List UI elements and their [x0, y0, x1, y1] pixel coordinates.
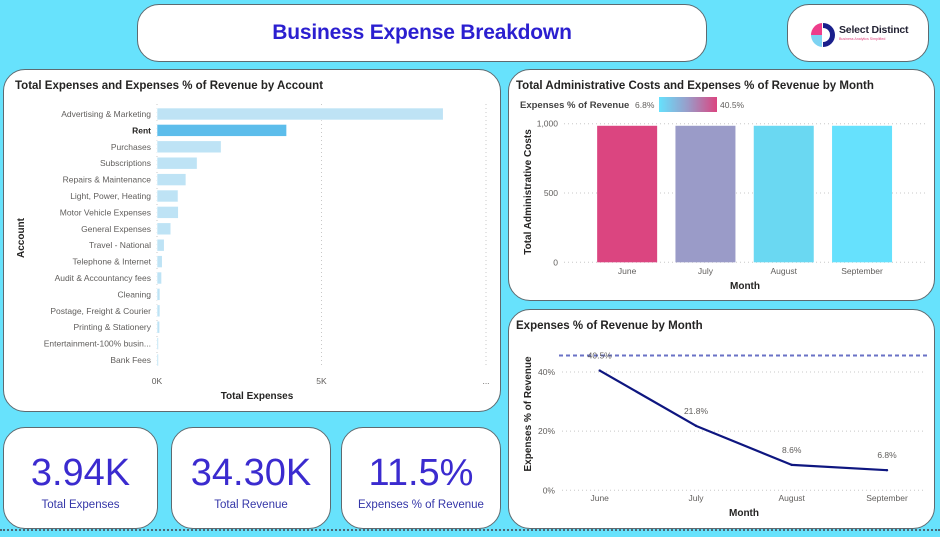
bar-august[interactable]: [753, 125, 814, 263]
bar-rent[interactable]: [156, 124, 287, 137]
category-label[interactable]: Subscriptions: [100, 158, 151, 168]
category-label[interactable]: General Expenses: [81, 224, 151, 234]
kpi-card-total-expenses[interactable]: 3.94K Total Expenses: [3, 427, 158, 529]
y-tick-label: 500: [544, 188, 558, 198]
category-label[interactable]: Telephone & Internet: [73, 257, 152, 267]
y-axis-title: Expenses % of Revenue: [523, 356, 534, 471]
chart-title: Expenses % of Revenue by Month: [516, 320, 703, 332]
bar-motor-vehicle-expenses[interactable]: [156, 206, 179, 219]
bar-telephone-internet[interactable]: [156, 255, 163, 268]
kpi-label: Expenses % of Revenue: [358, 499, 484, 511]
bar-printing-stationery[interactable]: [156, 320, 160, 334]
data-point[interactable]: [790, 463, 793, 467]
bar-cleaning[interactable]: [156, 288, 161, 301]
kpi-value: 34.30K: [190, 452, 312, 494]
category-label[interactable]: Light, Power, Heating: [70, 191, 151, 201]
x-axis-title: Total Expenses: [221, 391, 294, 402]
category-label[interactable]: Audit & Accountancy fees: [55, 273, 151, 283]
bar-july[interactable]: [675, 125, 736, 263]
x-tick-label: August: [778, 493, 805, 503]
bar-advertising-marketing[interactable]: [156, 107, 444, 121]
admin-costs-by-month-chart: Total Administrative Costs and Expenses …: [508, 69, 935, 301]
page-title: Business Expense Breakdown: [272, 21, 572, 44]
kpi-card-total-revenue[interactable]: 34.30K Total Revenue: [171, 427, 331, 529]
bar-entertainment-100-busin[interactable]: [156, 337, 159, 350]
bar-audit-accountancy-fees[interactable]: [156, 271, 162, 285]
y-tick-label: 0%: [543, 485, 556, 495]
expenses-pct-by-month-svg: Expenses % of Revenue by Month 0% 20% 40% 4…: [516, 320, 927, 519]
x-tick-label: 0K: [152, 376, 163, 386]
series-line[interactable]: [599, 369, 888, 472]
page-bottom-divider: [0, 529, 940, 531]
data-point[interactable]: [885, 468, 889, 472]
y-tick-label: 1,000: [537, 119, 559, 129]
legend-title: Expenses % of Revenue: [520, 100, 629, 111]
x-tick-label: July: [698, 266, 714, 276]
kpi-label: Total Expenses: [41, 499, 120, 511]
bar-subscriptions[interactable]: [156, 156, 198, 170]
chart-title: Total Administrative Costs and Expenses …: [516, 80, 874, 92]
kpi-label: Total Revenue: [214, 499, 288, 511]
category-label[interactable]: Rent: [132, 125, 151, 135]
bar-repairs-maintenance[interactable]: [156, 173, 187, 186]
category-label[interactable]: Purchases: [111, 142, 151, 152]
y-tick-label: 0: [553, 257, 558, 267]
x-tick-label: June: [590, 493, 609, 503]
bar-bank-fees[interactable]: [156, 353, 159, 367]
data-point[interactable]: [694, 424, 698, 428]
kpi-value: 3.94K: [30, 452, 131, 494]
data-label: 21.8%: [684, 406, 709, 416]
logo-tagline: Business Analytics Simplified: [839, 37, 886, 41]
x-tick-label: June: [618, 266, 637, 276]
data-point[interactable]: [598, 369, 601, 372]
kpi-value: 11.5%: [368, 452, 474, 494]
y-axis-title: Account: [16, 217, 27, 258]
category-label[interactable]: Cleaning: [117, 289, 151, 299]
x-axis-title: Month: [729, 508, 759, 519]
x-axis-title: Month: [730, 281, 760, 292]
data-label: 8.6%: [782, 445, 802, 455]
bar-september[interactable]: [832, 125, 893, 263]
chart-title: Total Expenses and Expenses % of Revenue…: [15, 80, 323, 92]
category-label[interactable]: Advertising & Marketing: [61, 109, 151, 119]
bar-general-expenses[interactable]: [156, 222, 172, 236]
category-label[interactable]: Postage, Freight & Courier: [50, 306, 151, 316]
expenses-by-account-chart: Total Expenses and Expenses % of Revenue…: [3, 69, 501, 412]
category-label[interactable]: Motor Vehicle Expenses: [60, 207, 151, 217]
bar-purchases[interactable]: [156, 140, 222, 154]
category-label[interactable]: Travel - National: [89, 240, 151, 250]
category-label[interactable]: Printing & Stationery: [74, 322, 152, 332]
data-label: 6.8%: [877, 450, 897, 460]
x-tick-label: September: [866, 493, 908, 503]
data-label: 40.5%: [588, 351, 613, 361]
logo-text: Select Distinct: [839, 24, 909, 36]
bar-light-power-heating[interactable]: [156, 189, 179, 203]
x-tick-label: September: [841, 266, 883, 276]
y-axis-title: Total Administrative Costs: [523, 129, 534, 255]
x-tick-label: 5K: [316, 376, 327, 386]
category-label[interactable]: Bank Fees: [110, 355, 151, 365]
x-tick-label: August: [771, 266, 798, 276]
bar-postage-freight-courier[interactable]: [156, 304, 161, 318]
x-tick-label: July: [688, 493, 704, 503]
x-tick-label: ...: [482, 376, 489, 386]
y-tick-label: 20%: [538, 426, 555, 436]
title-banner: Business Expense Breakdown: [137, 4, 707, 62]
logo-card: Select Distinct Business Analytics Simpl…: [787, 4, 929, 62]
admin-costs-by-month-svg: Total Administrative Costs and Expenses …: [516, 80, 925, 292]
expenses-pct-by-month-chart: Expenses % of Revenue by Month 0% 20% 40% 4…: [508, 309, 935, 529]
kpi-card-expenses-pct-revenue[interactable]: 11.5% Expenses % of Revenue: [341, 427, 501, 529]
expenses-by-account-svg: Total Expenses and Expenses % of Revenue…: [15, 80, 490, 402]
legend-min-label: 6.8%: [635, 100, 655, 110]
legend-color-scale: [659, 97, 717, 112]
category-label[interactable]: Entertainment-100% busin...: [44, 339, 151, 349]
bar-june[interactable]: [597, 125, 658, 263]
select-distinct-logo-icon: [810, 23, 835, 47]
y-tick-label: 40%: [538, 367, 555, 377]
legend-max-label: 40.5%: [720, 100, 745, 110]
category-label[interactable]: Repairs & Maintenance: [63, 175, 152, 185]
bar-travel-national[interactable]: [156, 238, 165, 252]
